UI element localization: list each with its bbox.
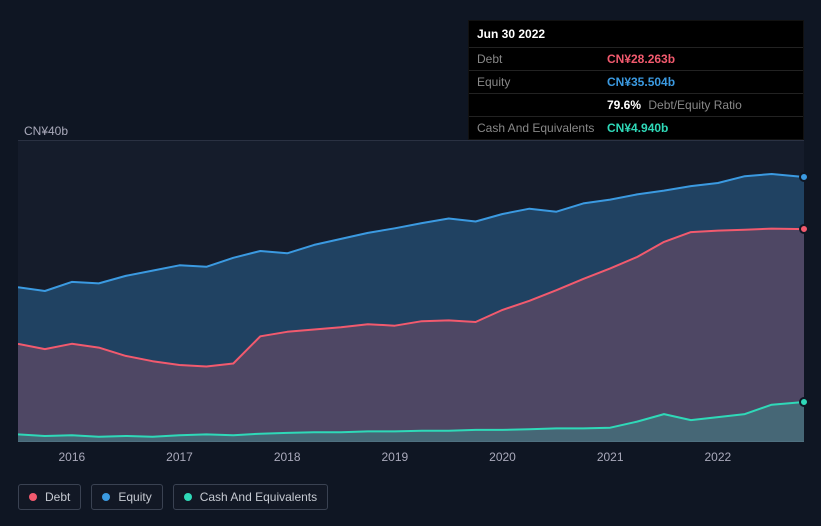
tooltip-value: CN¥35.504b: [607, 75, 675, 89]
legend-dot-icon: [29, 493, 37, 501]
x-axis-label: 2018: [274, 450, 301, 464]
tooltip-label: Debt: [477, 52, 607, 66]
legend-item-debt[interactable]: Debt: [18, 484, 81, 510]
x-axis-label: 2020: [489, 450, 516, 464]
x-axis-label: 2019: [381, 450, 408, 464]
series-marker-icon: [799, 224, 809, 234]
tooltip-value: CN¥28.263b: [607, 52, 675, 66]
tooltip-suffix: Debt/Equity Ratio: [648, 98, 741, 112]
series-marker-icon: [799, 397, 809, 407]
tooltip-row-equity: Equity CN¥35.504b: [469, 71, 803, 94]
tooltip-date: Jun 30 2022: [469, 21, 803, 48]
chart-legend: Debt Equity Cash And Equivalents: [18, 484, 328, 510]
tooltip-label: Cash And Equivalents: [477, 121, 607, 135]
tooltip-label: [477, 98, 607, 112]
tooltip-row-debt: Debt CN¥28.263b: [469, 48, 803, 71]
y-axis-label-max: CN¥40b: [24, 124, 68, 138]
x-axis-label: 2022: [705, 450, 732, 464]
chart-tooltip: Jun 30 2022 Debt CN¥28.263b Equity CN¥35…: [468, 20, 804, 140]
chart-container: { "tooltip": { "date": "Jun 30 2022", "r…: [0, 0, 821, 526]
tooltip-row-cash: Cash And Equivalents CN¥4.940b: [469, 117, 803, 139]
legend-label: Debt: [45, 490, 70, 504]
legend-item-cash[interactable]: Cash And Equivalents: [173, 484, 328, 510]
area-chart[interactable]: [18, 140, 804, 442]
x-axis-label: 2021: [597, 450, 624, 464]
tooltip-value: CN¥4.940b: [607, 121, 668, 135]
legend-label: Cash And Equivalents: [200, 490, 317, 504]
x-axis-label: 2016: [58, 450, 85, 464]
x-axis-label: 2017: [166, 450, 193, 464]
series-marker-icon: [799, 172, 809, 182]
tooltip-label: Equity: [477, 75, 607, 89]
legend-dot-icon: [102, 493, 110, 501]
legend-label: Equity: [118, 490, 151, 504]
legend-dot-icon: [184, 493, 192, 501]
legend-item-equity[interactable]: Equity: [91, 484, 162, 510]
tooltip-row-ratio: 79.6% Debt/Equity Ratio: [469, 94, 803, 117]
tooltip-value: 79.6%: [607, 98, 641, 112]
